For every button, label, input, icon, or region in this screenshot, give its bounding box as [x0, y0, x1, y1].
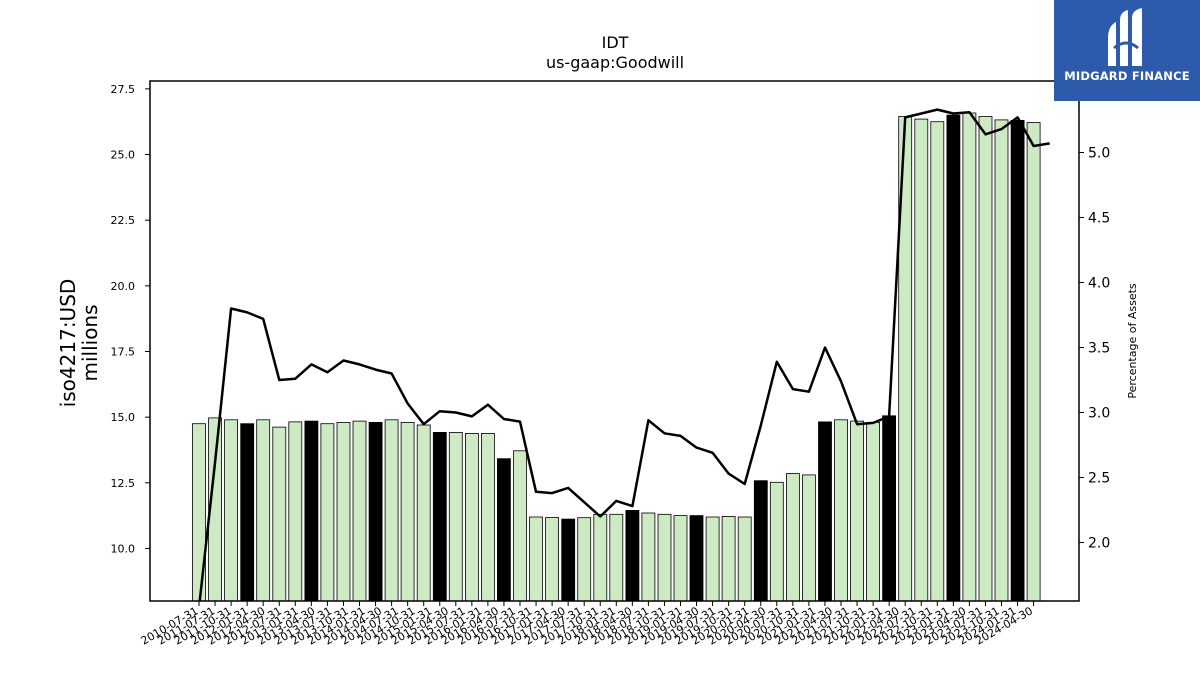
y-tick-label: 20.0 [111, 280, 136, 293]
bar [786, 473, 800, 602]
y-tick-label: 10.0 [111, 542, 136, 555]
y2-tick-label: 4.5 [1088, 211, 1110, 227]
bar [336, 421, 351, 602]
bar [930, 121, 945, 602]
bar [657, 513, 672, 602]
bar [609, 513, 624, 602]
bar [352, 420, 367, 602]
bar [882, 415, 896, 602]
bar [673, 515, 688, 602]
bar [914, 118, 929, 602]
bar [962, 112, 977, 602]
bar [737, 516, 752, 602]
logo-text: MIDGARD FINANCE [1064, 69, 1190, 83]
bar [384, 419, 399, 602]
bar [513, 450, 527, 602]
y-tick-label: 17.5 [111, 346, 136, 359]
y-axis-label-line2: millions [78, 304, 102, 381]
y2-tick-label: 3.0 [1088, 406, 1110, 422]
plot-frame [149, 80, 1080, 602]
bar [689, 515, 704, 602]
bar [464, 432, 479, 602]
bar [416, 424, 431, 602]
bar [625, 509, 640, 602]
bar [272, 426, 287, 602]
bar [320, 423, 335, 602]
bar [802, 474, 816, 602]
brand-logo: MIDGARD FINANCE [1054, 0, 1200, 101]
midgard-logo-icon [1108, 8, 1142, 66]
percentage-line-series [198, 108, 1050, 601]
bar [432, 431, 447, 602]
bar [304, 420, 319, 602]
bar [224, 419, 239, 602]
bar [400, 421, 415, 602]
bar [705, 516, 720, 602]
bar [818, 421, 832, 602]
bar [577, 517, 592, 602]
bar [545, 517, 559, 602]
chart-title: IDT [602, 33, 629, 52]
chart-subtitle: us-gaap:Goodwill [546, 53, 684, 72]
y2-tick-label: 3.5 [1088, 341, 1110, 357]
y-tick-label: 27.5 [111, 83, 136, 96]
bar [978, 116, 993, 602]
bar [1026, 122, 1041, 602]
bar [641, 512, 656, 602]
bar [480, 432, 495, 602]
bar [496, 458, 511, 602]
bar [448, 431, 463, 602]
bar [368, 421, 383, 602]
y2-tick-label: 2.0 [1088, 536, 1110, 552]
bar [946, 114, 961, 602]
y-tick-label: 22.5 [111, 214, 136, 227]
y2-axis: 2.0 2.5 3.0 3.5 4.0 4.5 5.0 [1079, 146, 1110, 552]
y-tick-label: 15.0 [111, 411, 136, 424]
y2-tick-label: 5.0 [1088, 146, 1110, 162]
y-tick-label: 25.0 [111, 149, 136, 162]
y2-tick-label: 4.0 [1088, 276, 1110, 292]
y2-axis-label: Percentage of Assets [1126, 283, 1139, 399]
bar [256, 419, 271, 602]
bar-series [192, 112, 1041, 602]
bar [866, 421, 880, 602]
percentage-line [198, 108, 1050, 601]
y-tick-label: 12.5 [111, 477, 136, 490]
bar [721, 516, 736, 602]
y2-tick-label: 2.5 [1088, 471, 1110, 487]
bar [240, 423, 255, 602]
bar [753, 480, 768, 602]
bar [994, 119, 1009, 602]
bar [561, 518, 576, 602]
bar [850, 420, 864, 602]
bar [834, 419, 848, 602]
y-axis-label-line1: iso4217:USD [56, 279, 80, 408]
bar [593, 513, 608, 602]
bar [529, 516, 543, 602]
bar [769, 481, 784, 602]
y-axis: 10.0 12.5 15.0 17.5 20.0 22.5 25.0 27.5 [111, 83, 150, 555]
bar [1010, 120, 1025, 602]
x-axis: 2010-07-312011-07-312011-10-312012-01-31… [139, 601, 1035, 648]
bar [288, 421, 303, 602]
